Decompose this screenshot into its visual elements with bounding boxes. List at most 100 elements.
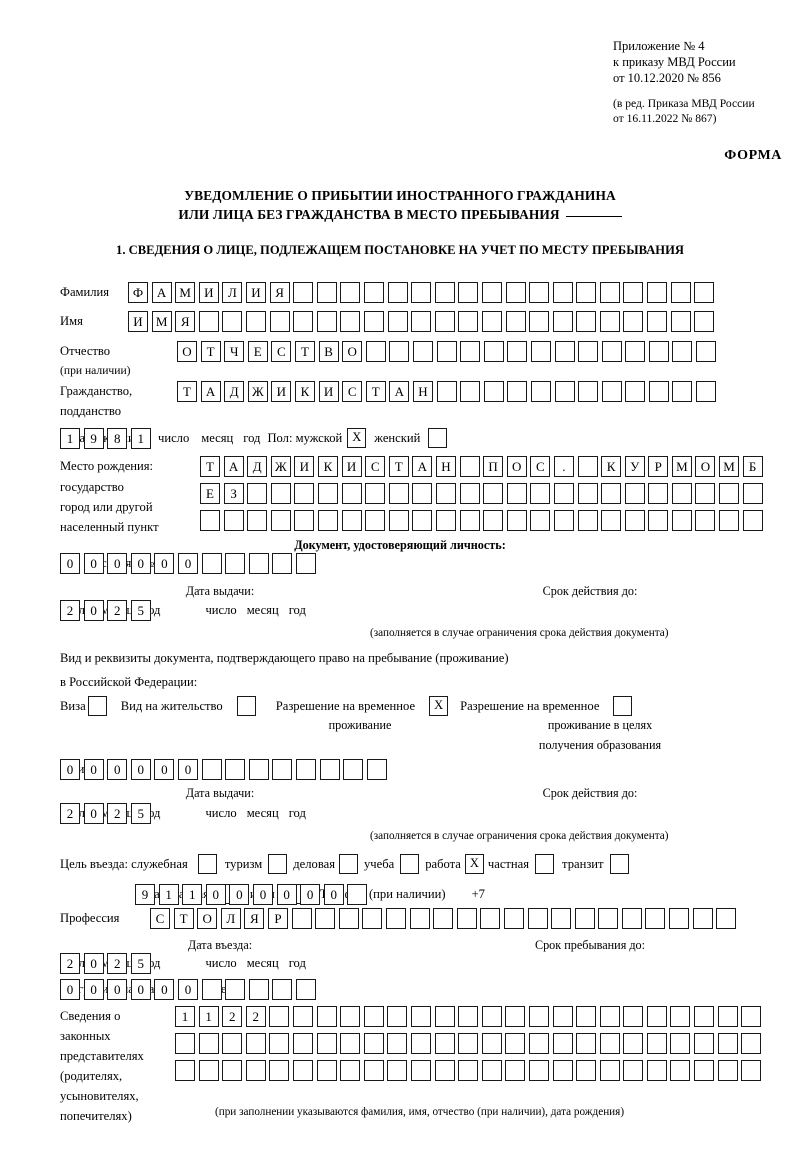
char-box[interactable]: 5: [130, 600, 151, 621]
char-box[interactable]: [269, 1060, 290, 1081]
char-box[interactable]: [459, 456, 480, 477]
char-box[interactable]: [385, 908, 406, 929]
char-box[interactable]: [363, 1060, 384, 1081]
char-box[interactable]: [247, 510, 268, 531]
char-box[interactable]: С: [150, 908, 170, 929]
char-box[interactable]: М: [175, 282, 196, 303]
char-box[interactable]: 0: [154, 553, 175, 574]
char-box[interactable]: И: [271, 381, 292, 402]
char-box[interactable]: 0: [229, 883, 250, 905]
char-box[interactable]: [742, 483, 763, 504]
purpose-official-checkbox[interactable]: [197, 854, 217, 874]
char-box[interactable]: Т: [177, 381, 197, 402]
char-box[interactable]: К: [294, 381, 315, 402]
char-box[interactable]: 0: [107, 553, 128, 574]
char-box[interactable]: [269, 1033, 290, 1054]
char-box[interactable]: 0: [154, 759, 175, 780]
char-box[interactable]: [483, 341, 504, 362]
char-box[interactable]: 0: [177, 759, 198, 780]
char-box[interactable]: 2: [107, 803, 128, 824]
char-box[interactable]: [554, 381, 575, 402]
char-box[interactable]: [365, 341, 386, 362]
char-box[interactable]: З: [223, 483, 244, 504]
char-box[interactable]: [248, 553, 269, 574]
char-box[interactable]: [481, 1033, 502, 1054]
char-box[interactable]: [292, 1006, 313, 1027]
char-box[interactable]: Я: [175, 311, 196, 332]
char-box[interactable]: [410, 1060, 431, 1081]
char-box[interactable]: [294, 510, 315, 531]
char-box[interactable]: К: [317, 456, 338, 477]
char-box[interactable]: [530, 381, 551, 402]
char-box[interactable]: 0: [60, 553, 80, 574]
char-box[interactable]: 1: [182, 883, 203, 905]
char-box[interactable]: [316, 1060, 337, 1081]
char-box[interactable]: О: [342, 341, 363, 362]
char-box[interactable]: Ф: [128, 282, 148, 303]
char-box[interactable]: [576, 282, 597, 303]
char-box[interactable]: [551, 908, 572, 929]
char-box[interactable]: [553, 510, 574, 531]
purpose-business-checkbox[interactable]: [339, 854, 358, 874]
char-box[interactable]: И: [294, 456, 315, 477]
char-box[interactable]: О: [506, 456, 527, 477]
char-box[interactable]: [672, 341, 693, 362]
char-box[interactable]: [598, 908, 619, 929]
char-box[interactable]: [648, 483, 669, 504]
char-box[interactable]: [529, 311, 550, 332]
char-box[interactable]: М: [671, 456, 692, 477]
char-box[interactable]: [623, 1033, 644, 1054]
char-box[interactable]: Ж: [247, 381, 268, 402]
char-box[interactable]: [621, 908, 642, 929]
char-box[interactable]: [719, 483, 740, 504]
char-box[interactable]: [434, 1060, 455, 1081]
char-box[interactable]: [648, 341, 669, 362]
char-box[interactable]: У: [624, 456, 645, 477]
char-box[interactable]: [625, 341, 646, 362]
char-box[interactable]: [480, 908, 501, 929]
char-box[interactable]: [175, 1033, 195, 1054]
char-box[interactable]: [410, 1006, 431, 1027]
char-box[interactable]: 0: [107, 979, 128, 1000]
char-box[interactable]: [201, 553, 222, 574]
char-box[interactable]: [647, 282, 668, 303]
char-box[interactable]: [530, 341, 551, 362]
char-box[interactable]: 5: [130, 803, 151, 824]
char-box[interactable]: [481, 1060, 502, 1081]
char-box[interactable]: [601, 510, 622, 531]
char-box[interactable]: 2: [60, 803, 80, 824]
purpose-private-checkbox[interactable]: [535, 854, 555, 874]
char-box[interactable]: [483, 510, 504, 531]
char-box[interactable]: [577, 483, 598, 504]
char-box[interactable]: С: [365, 456, 386, 477]
char-box[interactable]: [576, 311, 597, 332]
char-box[interactable]: 0: [130, 759, 151, 780]
char-box[interactable]: [316, 1033, 337, 1054]
char-box[interactable]: [672, 381, 693, 402]
char-box[interactable]: [340, 282, 361, 303]
char-box[interactable]: 2: [107, 953, 128, 974]
char-box[interactable]: [601, 483, 622, 504]
char-box[interactable]: Л: [222, 282, 243, 303]
char-box[interactable]: 0: [300, 883, 321, 905]
char-box[interactable]: Ж: [270, 456, 291, 477]
char-box[interactable]: [645, 908, 666, 929]
char-box[interactable]: [694, 1060, 715, 1081]
char-box[interactable]: [578, 381, 599, 402]
sex-male-checkbox[interactable]: X: [347, 428, 367, 448]
char-box[interactable]: О: [177, 341, 197, 362]
char-box[interactable]: 0: [154, 979, 175, 1000]
char-box[interactable]: 0: [107, 759, 128, 780]
char-box[interactable]: [458, 282, 479, 303]
char-box[interactable]: [412, 483, 433, 504]
char-box[interactable]: [410, 1033, 431, 1054]
char-box[interactable]: 1: [130, 427, 151, 449]
char-box[interactable]: 0: [83, 979, 104, 1000]
char-box[interactable]: [552, 311, 573, 332]
char-box[interactable]: [435, 483, 456, 504]
purpose-transit-checkbox[interactable]: [609, 854, 629, 874]
char-box[interactable]: [481, 282, 502, 303]
char-box[interactable]: [505, 1033, 526, 1054]
char-box[interactable]: [387, 1060, 408, 1081]
